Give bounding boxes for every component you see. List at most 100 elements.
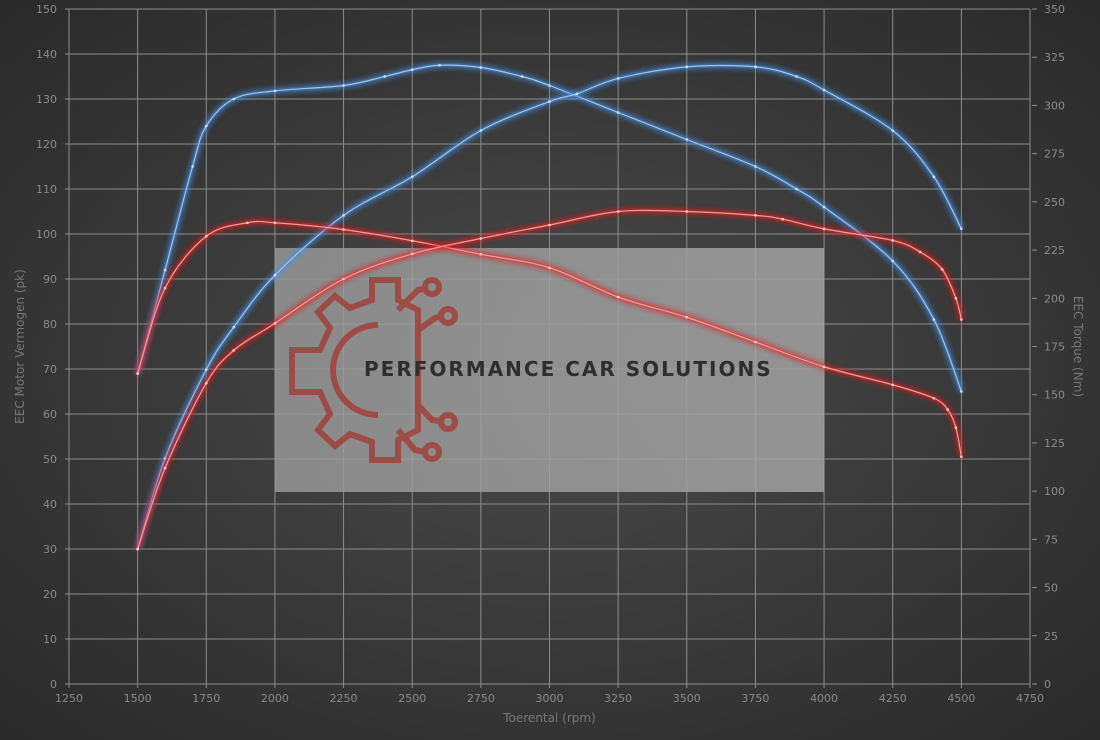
tuned-torque-point	[163, 457, 167, 460]
y-tick-label: 40	[43, 498, 57, 511]
stock-power-point	[685, 315, 689, 319]
tuned-power-point	[616, 111, 620, 114]
stock-torque-point	[754, 214, 757, 217]
y2-tick-label: 50	[1044, 582, 1058, 595]
stock-power-point	[163, 286, 167, 290]
x-tick-label: 3500	[673, 692, 701, 705]
tuned-power-point	[410, 68, 414, 72]
y-tick-label: 120	[36, 138, 57, 151]
stock-torque-point	[136, 547, 139, 551]
x-tick-label: 3250	[604, 692, 632, 705]
stock-torque-line	[137, 209, 962, 550]
tuned-torque-point	[891, 129, 895, 132]
stock-torque-point	[781, 217, 785, 221]
y-tick-label: 50	[43, 453, 57, 466]
stock-power-point	[548, 266, 551, 270]
tuned-torque-point	[204, 368, 208, 371]
tuned-power-point	[273, 89, 277, 93]
tuned-power-point	[960, 390, 963, 393]
y2-tick-label: 125	[1044, 437, 1065, 450]
tuned-power-point	[191, 165, 194, 168]
tuned-power-point	[891, 259, 895, 263]
stock-torque-point	[163, 466, 167, 470]
tuned-torque-point	[575, 92, 579, 96]
stock-power-point	[136, 372, 139, 375]
stock-torque-point	[940, 268, 944, 271]
tuned-power-point	[342, 84, 345, 87]
stock-torque-point	[410, 252, 414, 256]
tuned-power-point	[232, 97, 236, 101]
y-tick-label: 110	[36, 183, 57, 196]
y2-tick-label: 300	[1044, 99, 1065, 112]
tuned-torque-point	[795, 75, 798, 78]
y-tick-label: 70	[43, 363, 57, 376]
watermark-text: PERFORMANCE CAR SOLUTIONS	[364, 357, 773, 381]
y2-tick-label: 275	[1044, 148, 1065, 161]
x-tick-label: 2500	[398, 692, 426, 705]
y2-tick-label: 350	[1044, 3, 1065, 16]
tuned-power-point	[548, 84, 551, 87]
tuned-power-point	[685, 138, 689, 141]
tuned-torque-point	[685, 65, 689, 69]
tuned-power-point	[479, 66, 483, 69]
gear-logo-icon	[289, 277, 458, 463]
stock-torque-point	[616, 210, 620, 213]
tuned-torque-point	[616, 77, 620, 80]
tuned-power-point	[795, 187, 798, 191]
watermark: PERFORMANCE CAR SOLUTIONS	[275, 248, 824, 492]
x-tick-label: 2000	[261, 692, 289, 705]
stock-power-point	[204, 234, 208, 238]
tuned-power-point	[383, 75, 387, 78]
y-axis-label: EEC Motor Vermogen (pk)	[13, 269, 27, 424]
stock-power-point	[960, 455, 963, 459]
tuned-torque-point	[548, 100, 551, 103]
y2-tick-label: 250	[1044, 196, 1065, 209]
stock-power-point	[479, 252, 483, 256]
tuned-power-point	[204, 124, 208, 128]
stock-power-point	[946, 408, 949, 411]
x-tick-label: 3750	[741, 692, 769, 705]
stock-power-point	[754, 340, 757, 344]
y2-axis-label: EEC Torque (Nm)	[1071, 296, 1085, 397]
x-tick-label: 3000	[536, 692, 564, 705]
stock-torque-point	[960, 318, 963, 321]
y2-tick-label: 100	[1044, 485, 1065, 498]
y-tick-label: 150	[36, 3, 57, 16]
y2-tick-label: 0	[1044, 678, 1051, 691]
tuned-torque-point	[754, 65, 757, 69]
stock-power-point	[273, 221, 277, 225]
stock-torque-point	[273, 322, 277, 325]
tuned-power-point	[932, 318, 936, 321]
stock-power-point	[616, 295, 620, 299]
tuned-torque-point	[479, 129, 483, 132]
y-tick-label: 0	[50, 678, 57, 691]
tuned-power-point	[822, 205, 826, 209]
tuned-torque-point	[273, 273, 277, 277]
y2-tick-label: 150	[1044, 389, 1065, 402]
y2-tick-label: 25	[1044, 630, 1058, 643]
y2-tick-label: 175	[1044, 341, 1065, 354]
stock-power-point	[410, 239, 414, 243]
x-tick-label: 2250	[330, 692, 358, 705]
y-tick-label: 90	[43, 273, 57, 286]
stock-torque-point	[685, 210, 689, 213]
x-tick-label: 1750	[192, 692, 220, 705]
x-tick-label: 4000	[810, 692, 838, 705]
stock-power-point	[954, 426, 958, 429]
tuned-torque-point	[932, 175, 936, 179]
stock-power-point	[891, 383, 895, 387]
tuned-power-point	[520, 75, 524, 78]
stock-torque-point	[918, 250, 922, 254]
series-lines	[135, 63, 964, 551]
stock-torque-point	[204, 381, 208, 385]
stock-torque-point	[822, 227, 826, 231]
stock-torque-point	[548, 223, 551, 227]
stock-torque-point	[891, 239, 895, 242]
stock-power-point	[932, 396, 936, 400]
x-tick-label: 4750	[1016, 692, 1044, 705]
x-tick-label: 4500	[947, 692, 975, 705]
x-tick-label: 1500	[124, 692, 152, 705]
x-tick-label: 2750	[467, 692, 495, 705]
stock-power-point	[822, 365, 826, 369]
